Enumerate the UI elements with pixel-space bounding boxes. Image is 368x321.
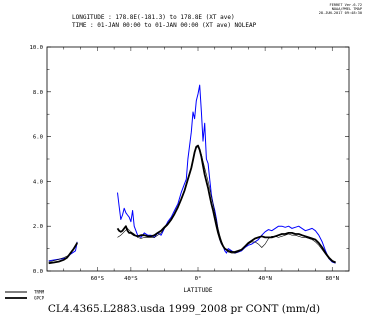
series-line-trmm	[117, 84, 336, 264]
footer-caption: CL4.4365.L2883.usda 1999_2008 pr CONT (m…	[48, 303, 320, 315]
x-tick-label: 0°	[195, 276, 202, 282]
series-line-gpcp	[116, 144, 336, 264]
x-tick-label: 40°N	[258, 276, 271, 282]
legend: TRMM GPCP	[5, 290, 45, 301]
header-time-line: TIME : 01-JAN 00:00 to 01-JAN 00:00 (XT …	[72, 22, 257, 29]
plot-lines	[48, 84, 336, 265]
y-axis: 0.0 2.0 4.0 6.0 8.0 10.0	[30, 45, 349, 275]
x-axis: 60°S 40°S 0° 40°N 80°N	[63, 47, 339, 282]
ferret-version-stamp: FERRET Ver.6.72	[330, 3, 362, 7]
x-tick-label: 40°S	[124, 276, 137, 282]
ferret-date-stamp: 28-JUN-2017 09:48:30	[319, 11, 362, 15]
x-axis-label: LATITUDE	[184, 287, 213, 294]
ferret-org-stamp: NOAA/PMEL TMAP	[332, 7, 362, 11]
series-line-gpcp	[48, 242, 78, 265]
series-line-model	[48, 241, 78, 263]
y-tick-label: 0.0	[33, 269, 43, 275]
series-line-model	[117, 146, 336, 263]
y-tick-label: 10.0	[30, 45, 43, 51]
legend-label-gpcp: GPCP	[34, 296, 45, 301]
y-tick-label: 2.0	[33, 224, 43, 230]
header-longitude-line: LONGITUDE : 178.8E(-181.3) to 178.8E (XT…	[72, 14, 235, 21]
y-tick-label: 8.0	[33, 90, 43, 96]
x-tick-label: 80°N	[325, 276, 338, 282]
legend-label-trmm: TRMM	[34, 290, 45, 295]
y-tick-label: 4.0	[33, 179, 43, 185]
y-tick-label: 6.0	[33, 135, 43, 141]
x-tick-label: 60°S	[91, 276, 104, 282]
